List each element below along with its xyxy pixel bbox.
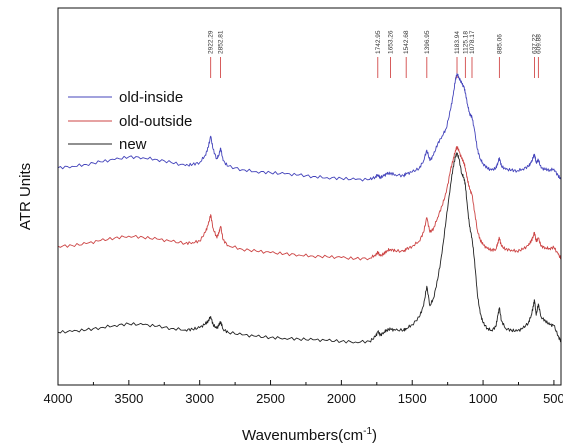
peak-label: 637.22	[531, 34, 538, 54]
x-tick-label: 3000	[185, 391, 214, 406]
peak-label: 1742.95	[375, 30, 382, 54]
peak-label: 2922.29	[208, 30, 215, 54]
x-tick-label: 2000	[327, 391, 356, 406]
peak-label: 1542.68	[403, 30, 410, 54]
peak-label: 1078.17	[469, 30, 476, 54]
legend: old-inside old-outside new	[68, 89, 192, 153]
legend-label-old-inside: old-inside	[119, 89, 183, 106]
series-line-old-inside	[57, 73, 562, 182]
series-line-old-outside	[57, 145, 562, 261]
legend-label-new: new	[119, 136, 147, 153]
x-tick-label: 1000	[469, 391, 498, 406]
peak-label: 885.06	[496, 34, 503, 54]
peak-label: 1125.18	[462, 31, 469, 54]
peak-label: 1653.26	[388, 30, 395, 54]
x-tick-label: 2500	[256, 391, 285, 406]
series-lines	[57, 73, 562, 344]
y-axis-label: ATR Units	[17, 163, 34, 230]
peak-annotations: 2922.29 2852.81 1742.95 1653.26 1542.68 1396.…	[208, 30, 542, 78]
plot-frame	[57, 7, 562, 386]
x-tick-label: 3500	[114, 391, 143, 406]
x-tick-label: 1500	[398, 391, 427, 406]
x-tick-label: 4000	[44, 391, 73, 406]
peak-label: 1396.95	[424, 30, 431, 54]
peak-label: 2852.81	[218, 30, 225, 54]
x-tick-label: 500	[543, 391, 563, 406]
peak-label: 609.88	[535, 34, 542, 54]
x-axis-label: Wavenumbers(cm-1)	[242, 426, 377, 444]
x-axis-label-end: )	[372, 427, 377, 444]
series-line-new	[57, 152, 562, 344]
x-axis-ticks: 4000 3500 3000 2500 2000 1500 1000 500	[44, 380, 563, 406]
x-axis-label-sup: -1	[363, 426, 372, 437]
peak-label: 1183.94	[454, 31, 461, 54]
legend-label-old-outside: old-outside	[119, 113, 192, 130]
x-axis-label-main: Wavenumbers(cm	[242, 427, 363, 444]
